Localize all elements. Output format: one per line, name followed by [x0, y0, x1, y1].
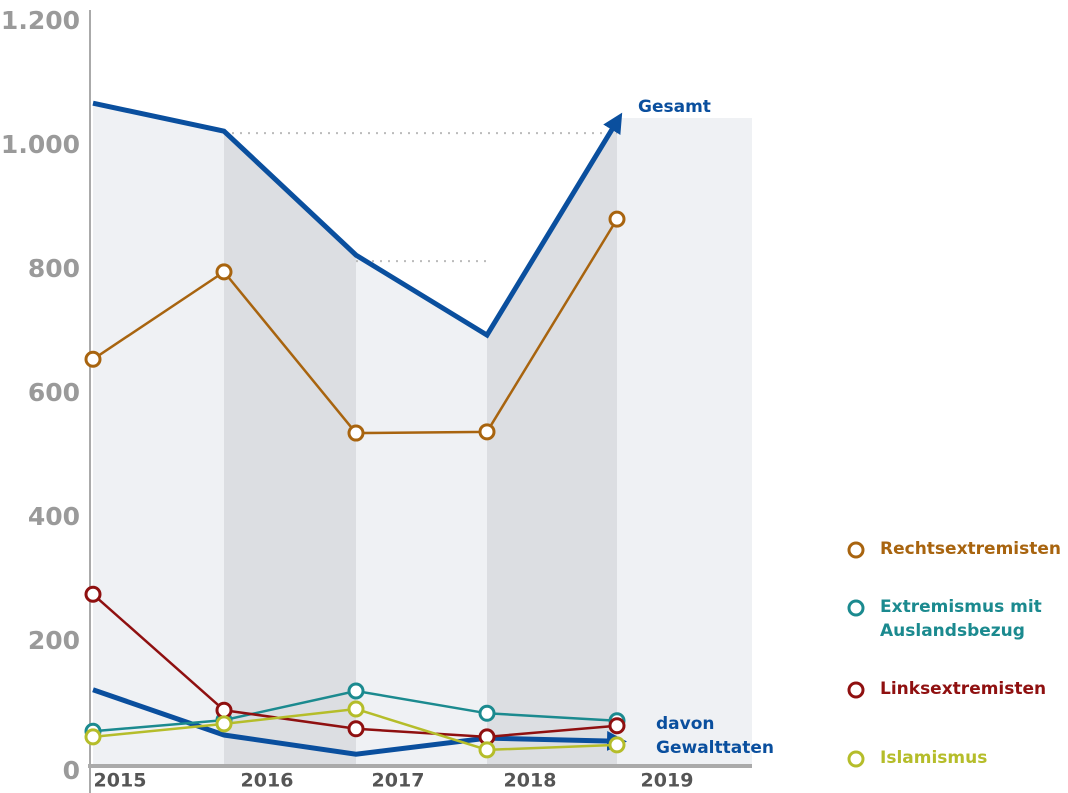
background-band [487, 103, 617, 766]
x-tick-label: 2019 [641, 770, 694, 792]
data-point [347, 700, 365, 718]
y-tick-label: 1.200 [1, 6, 80, 35]
data-point [608, 717, 626, 735]
series-label: Gesamt [638, 97, 711, 117]
data-point [478, 741, 496, 759]
y-tick-label: 200 [28, 626, 80, 655]
x-tick-label: 2017 [372, 770, 425, 792]
legend-label: Islamismus [880, 748, 988, 768]
data-point [347, 682, 365, 700]
data-point [84, 728, 102, 746]
background [93, 103, 617, 766]
legend-label: Extremismus mit Auslandsbezug [880, 597, 1042, 641]
data-point [478, 423, 496, 441]
x-tick-label: 2016 [241, 770, 294, 792]
series-line [92, 100, 623, 339]
legend-marker [847, 599, 865, 617]
background-band [617, 118, 752, 766]
legend-marker [847, 750, 865, 768]
data-point [215, 715, 233, 733]
legend-label: Rechtsextremisten [880, 539, 1061, 559]
y-tick-label: 0 [63, 756, 80, 785]
data-point [347, 424, 365, 442]
data-point [84, 350, 102, 368]
y-tick-label: 600 [28, 378, 80, 407]
x-tick-label: 2018 [504, 770, 557, 792]
data-point [215, 701, 233, 719]
y-tick-label: 800 [28, 254, 80, 283]
y-tick-label: 1.000 [1, 130, 80, 159]
legend-marker [847, 541, 865, 559]
x-tick-label: 2015 [94, 770, 147, 792]
data-point [84, 585, 102, 603]
y-tick-label: 400 [28, 502, 80, 531]
data-point [478, 704, 496, 722]
legend-label: Linksextremisten [880, 679, 1047, 699]
data-point [215, 263, 233, 281]
series-label: davon Gewalttaten [656, 714, 774, 758]
legend-marker [847, 681, 865, 699]
series-line [92, 687, 627, 757]
data-point [608, 736, 626, 754]
background-band [224, 103, 356, 766]
data-point [608, 210, 626, 228]
data-point [347, 720, 365, 738]
